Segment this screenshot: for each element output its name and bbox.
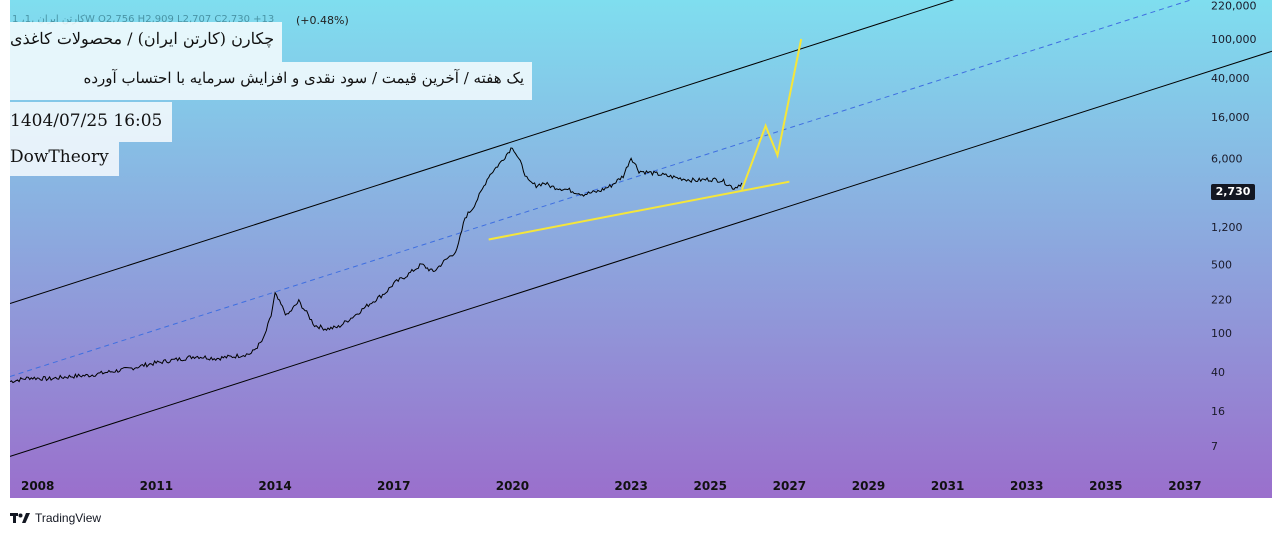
channel-lower-line bbox=[10, 50, 1272, 457]
x-tick-label: 2029 bbox=[852, 479, 885, 493]
ohlc-readout: 1 ،کارتن ایران ,1W O2,756 H2,909 L2,707 … bbox=[12, 14, 275, 25]
y-tick-label: 500 bbox=[1211, 259, 1232, 272]
change-percent: (+0.48%) bbox=[296, 14, 349, 27]
chart-title: چکارن (کارتن ایران) / محصولات کاغذی bbox=[10, 22, 283, 62]
author-label: DowTheory bbox=[10, 142, 119, 176]
x-tick-label: 2035 bbox=[1089, 479, 1122, 493]
y-tick-label: 16 bbox=[1211, 405, 1225, 418]
channel-mid-line bbox=[10, 0, 1193, 377]
price-series-line bbox=[10, 147, 743, 384]
tradingview-logo-icon bbox=[10, 513, 30, 523]
y-tick-label: 220 bbox=[1211, 293, 1232, 306]
x-tick-label: 2023 bbox=[614, 479, 647, 493]
x-tick-label: 2017 bbox=[377, 479, 410, 493]
footer[interactable]: TradingView bbox=[10, 508, 101, 528]
channel-upper-line bbox=[10, 0, 955, 304]
y-tick-label: 1,200 bbox=[1211, 221, 1243, 234]
y-tick-label: 40 bbox=[1211, 366, 1225, 379]
y-tick-label: 7 bbox=[1211, 440, 1218, 453]
x-tick-label: 2027 bbox=[773, 479, 806, 493]
x-tick-label: 2031 bbox=[931, 479, 964, 493]
x-tick-label: 2037 bbox=[1168, 479, 1201, 493]
y-tick-label: 40,000 bbox=[1211, 72, 1250, 85]
x-tick-label: 2011 bbox=[140, 479, 173, 493]
y-tick-label: 100,000 bbox=[1211, 33, 1257, 46]
x-tick-label: 2020 bbox=[496, 479, 529, 493]
datetime-label: 1404/07/25 16:05 bbox=[10, 102, 173, 142]
x-tick-label: 2025 bbox=[694, 479, 727, 493]
support-trendline bbox=[488, 180, 790, 241]
y-tick-label: 16,000 bbox=[1211, 111, 1250, 124]
last-price-badge: 2,730 bbox=[1211, 184, 1255, 201]
chart-subtitle: یک هفته / آخرین قیمت / سود نقدی و افزایش… bbox=[10, 62, 532, 100]
tradingview-brand[interactable]: TradingView bbox=[35, 511, 102, 525]
projection-path bbox=[740, 38, 803, 191]
y-tick-label: 220,000 bbox=[1211, 0, 1257, 12]
x-tick-label: 2008 bbox=[21, 479, 54, 493]
y-tick-label: 100 bbox=[1211, 327, 1232, 340]
x-tick-label: 2033 bbox=[1010, 479, 1043, 493]
y-tick-label: 6,000 bbox=[1211, 153, 1243, 166]
x-tick-label: 2014 bbox=[258, 479, 291, 493]
